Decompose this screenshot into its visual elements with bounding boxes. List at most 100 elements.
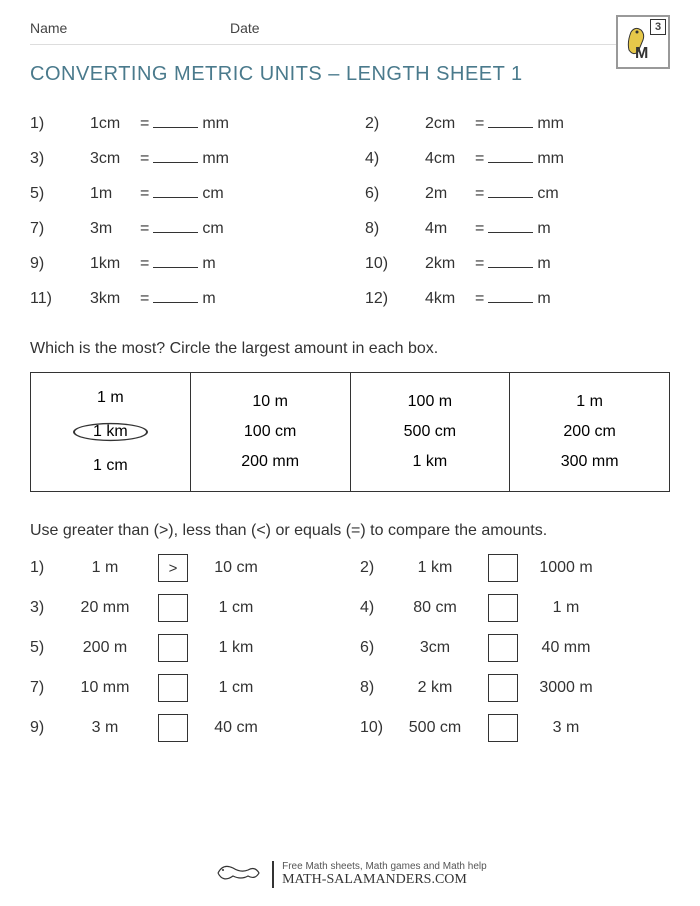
equals: = — [475, 185, 484, 203]
answer-blank[interactable] — [488, 219, 533, 233]
question-number: 1) — [30, 115, 70, 133]
answer-blank[interactable] — [488, 254, 533, 268]
left-value: 80 cm — [390, 599, 480, 617]
left-value: 2km — [405, 255, 475, 273]
answer-box[interactable]: > — [158, 554, 188, 582]
left-value: 3km — [70, 290, 140, 308]
left-value: 3m — [70, 220, 140, 238]
question-number: 6) — [360, 639, 390, 657]
footer-url: MATH-SALAMANDERS.COM — [282, 872, 487, 888]
header-rule — [30, 44, 670, 45]
comparison-box: 1 m 1 km 1 cm — [31, 373, 191, 492]
equals: = — [140, 150, 149, 168]
compare-questions: 1)1 m>10 cm2)1 km1000 m3)20 mm1 cm4)80 c… — [30, 554, 670, 742]
page-title: CONVERTING METRIC UNITS – LENGTH SHEET 1 — [30, 63, 670, 86]
unit: mm — [537, 115, 564, 133]
compare-question: 2)1 km1000 m — [360, 554, 670, 582]
equals: = — [140, 255, 149, 273]
answer-box[interactable] — [488, 714, 518, 742]
question-number: 8) — [360, 679, 390, 697]
compare-question: 6)3cm40 mm — [360, 634, 670, 662]
right-value: 3 m — [526, 719, 606, 737]
answer-blank[interactable] — [488, 184, 533, 198]
equals: = — [140, 115, 149, 133]
answer-box[interactable] — [158, 714, 188, 742]
question-number: 6) — [365, 185, 405, 203]
answer-box[interactable] — [158, 674, 188, 702]
comparison-box: 100 m500 cm1 km — [350, 373, 510, 492]
answer-blank[interactable] — [153, 289, 198, 303]
answer-blank[interactable] — [153, 149, 198, 163]
box-value: 1 m — [510, 387, 669, 417]
footer: Free Math sheets, Math games and Math he… — [0, 858, 700, 891]
answer-box[interactable] — [158, 594, 188, 622]
answer-box[interactable] — [488, 674, 518, 702]
left-value: 3 m — [60, 719, 150, 737]
compare-question: 4)80 cm 1 m — [360, 594, 670, 622]
conversion-question: 3)3cm = mm — [30, 149, 335, 168]
date-label: Date — [230, 20, 430, 36]
unit: mm — [202, 115, 229, 133]
answer-blank[interactable] — [488, 289, 533, 303]
left-value: 1cm — [70, 115, 140, 133]
left-value: 4m — [405, 220, 475, 238]
svg-text:M: M — [635, 45, 648, 62]
answer-blank[interactable] — [153, 219, 198, 233]
left-value: 200 m — [60, 639, 150, 657]
question-number: 1) — [30, 559, 60, 577]
answer-box[interactable] — [488, 554, 518, 582]
answer-box[interactable] — [158, 634, 188, 662]
left-value: 500 cm — [390, 719, 480, 737]
question-number: 7) — [30, 220, 70, 238]
footer-tagline: Free Math sheets, Math games and Math he… — [282, 861, 487, 872]
equals: = — [140, 290, 149, 308]
circled-answer: 1 km — [73, 423, 148, 441]
answer-blank[interactable] — [488, 114, 533, 128]
right-value: 1000 m — [526, 559, 606, 577]
left-value: 20 mm — [60, 599, 150, 617]
compare-question: 5)200 m1 km — [30, 634, 340, 662]
question-number: 10) — [360, 719, 390, 737]
question-number: 9) — [30, 719, 60, 737]
answer-box[interactable] — [488, 634, 518, 662]
box-value: 1 cm — [31, 451, 190, 481]
conversion-question: 6)2m = cm — [365, 184, 670, 203]
conversion-question: 1)1cm = mm — [30, 114, 335, 133]
conversion-question: 8)4m = m — [365, 219, 670, 238]
left-value: 4cm — [405, 150, 475, 168]
right-value: 10 cm — [196, 559, 276, 577]
left-value: 3cm — [390, 639, 480, 657]
left-value: 1m — [70, 185, 140, 203]
left-value: 2 km — [390, 679, 480, 697]
answer-blank[interactable] — [153, 254, 198, 268]
conversion-question: 7)3m = cm — [30, 219, 335, 238]
left-value: 1km — [70, 255, 140, 273]
compare-question: 3)20 mm1 cm — [30, 594, 340, 622]
answer-blank[interactable] — [153, 114, 198, 128]
unit: cm — [537, 185, 558, 203]
question-number: 3) — [30, 150, 70, 168]
question-number: 4) — [360, 599, 390, 617]
grade-badge: M 3 — [616, 15, 670, 69]
box-value: 1 m — [31, 383, 190, 413]
right-value: 1 m — [526, 599, 606, 617]
unit: cm — [202, 220, 223, 238]
footer-text: Free Math sheets, Math games and Math he… — [272, 861, 487, 888]
conversion-questions: 1)1cm = mm2)2cm = mm3)3cm = mm4)4cm = mm… — [30, 114, 670, 308]
question-number: 12) — [365, 290, 405, 308]
answer-blank[interactable] — [488, 149, 533, 163]
answer-box[interactable] — [488, 594, 518, 622]
left-value: 1 m — [60, 559, 150, 577]
unit: cm — [202, 185, 223, 203]
compare-question: 9)3 m40 cm — [30, 714, 340, 742]
question-number: 9) — [30, 255, 70, 273]
conversion-question: 9)1km = m — [30, 254, 335, 273]
conversion-question: 5)1m = cm — [30, 184, 335, 203]
unit: mm — [202, 150, 229, 168]
answer-blank[interactable] — [153, 184, 198, 198]
left-value: 2m — [405, 185, 475, 203]
comparison-box: 10 m100 cm200 mm — [190, 373, 350, 492]
box-value: 200 cm — [510, 417, 669, 447]
equals: = — [475, 150, 484, 168]
right-value: 1 km — [196, 639, 276, 657]
